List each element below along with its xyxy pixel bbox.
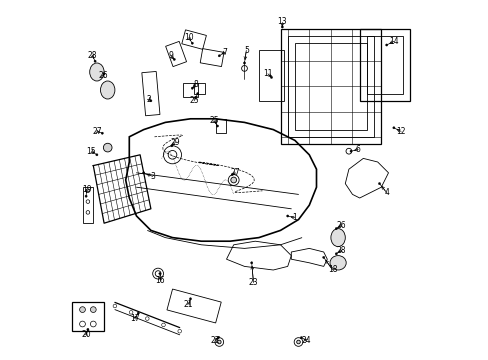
Circle shape xyxy=(243,62,245,64)
Circle shape xyxy=(322,256,324,258)
Bar xyxy=(294,43,366,130)
Circle shape xyxy=(392,127,394,129)
Circle shape xyxy=(378,183,380,185)
Circle shape xyxy=(218,55,220,57)
Text: 25: 25 xyxy=(209,116,218,125)
Circle shape xyxy=(217,340,221,344)
Bar xyxy=(287,36,373,137)
Circle shape xyxy=(196,93,199,95)
Circle shape xyxy=(87,328,89,330)
Text: 17: 17 xyxy=(130,314,139,323)
Bar xyxy=(194,83,204,94)
Text: 25: 25 xyxy=(189,96,199,105)
Bar xyxy=(142,71,160,116)
Bar xyxy=(72,302,104,331)
Circle shape xyxy=(286,215,288,217)
Circle shape xyxy=(94,60,96,62)
Circle shape xyxy=(230,177,236,183)
Text: 19: 19 xyxy=(82,185,91,194)
Text: 26: 26 xyxy=(336,220,346,230)
Circle shape xyxy=(296,340,300,344)
Circle shape xyxy=(170,145,172,147)
Text: 12: 12 xyxy=(396,127,405,136)
Bar xyxy=(359,29,409,101)
Circle shape xyxy=(159,273,161,275)
Bar xyxy=(258,50,284,101)
Text: 6: 6 xyxy=(355,145,360,154)
Bar xyxy=(366,36,402,94)
Circle shape xyxy=(335,228,337,230)
Text: 4: 4 xyxy=(384,188,388,197)
Bar xyxy=(165,41,186,67)
Text: 2: 2 xyxy=(146,95,151,104)
Bar xyxy=(280,29,381,144)
Text: 28: 28 xyxy=(336,246,346,255)
Text: 20: 20 xyxy=(81,330,91,339)
Circle shape xyxy=(281,26,283,28)
Circle shape xyxy=(191,87,193,89)
Text: 22: 22 xyxy=(210,336,220,345)
Circle shape xyxy=(349,150,351,152)
Circle shape xyxy=(335,253,337,255)
Circle shape xyxy=(149,100,152,102)
Bar xyxy=(200,49,224,67)
Circle shape xyxy=(300,337,302,339)
Bar xyxy=(82,187,93,223)
Text: 29: 29 xyxy=(170,138,180,147)
Ellipse shape xyxy=(329,256,346,270)
Circle shape xyxy=(96,154,98,156)
Bar xyxy=(182,30,206,49)
Text: 15: 15 xyxy=(86,147,96,156)
Ellipse shape xyxy=(330,229,345,247)
Circle shape xyxy=(101,132,103,134)
Text: 9: 9 xyxy=(168,51,173,60)
Circle shape xyxy=(189,298,191,300)
Text: 14: 14 xyxy=(388,37,398,46)
Circle shape xyxy=(90,307,96,312)
Circle shape xyxy=(103,143,112,152)
Text: 26: 26 xyxy=(99,71,108,80)
Text: 16: 16 xyxy=(155,276,164,285)
Text: 27: 27 xyxy=(92,127,102,136)
Text: 24: 24 xyxy=(301,336,310,345)
Text: 8: 8 xyxy=(193,80,198,89)
Text: 5: 5 xyxy=(244,46,248,55)
Circle shape xyxy=(137,312,139,314)
Circle shape xyxy=(270,76,272,78)
Circle shape xyxy=(346,148,351,154)
Circle shape xyxy=(250,262,252,264)
Text: 21: 21 xyxy=(183,300,193,309)
Text: 10: 10 xyxy=(183,33,193,42)
Text: 18: 18 xyxy=(327,266,337,275)
Circle shape xyxy=(216,125,218,127)
Bar xyxy=(166,289,221,323)
Text: 11: 11 xyxy=(263,69,272,78)
Text: 1: 1 xyxy=(292,213,297,222)
Circle shape xyxy=(217,336,219,338)
Circle shape xyxy=(173,58,175,60)
Circle shape xyxy=(85,195,87,197)
Text: 28: 28 xyxy=(88,51,97,60)
Circle shape xyxy=(80,307,85,312)
Circle shape xyxy=(142,172,144,174)
Text: 7: 7 xyxy=(222,48,226,57)
Text: 3: 3 xyxy=(150,172,155,181)
Circle shape xyxy=(385,44,387,46)
Ellipse shape xyxy=(89,63,104,81)
Ellipse shape xyxy=(101,81,115,99)
Circle shape xyxy=(191,42,193,44)
Bar xyxy=(183,83,197,97)
Text: 13: 13 xyxy=(277,17,286,26)
Text: 27: 27 xyxy=(230,168,240,177)
Circle shape xyxy=(103,73,105,75)
Bar xyxy=(215,119,226,133)
Text: 23: 23 xyxy=(248,278,258,287)
Circle shape xyxy=(231,174,233,176)
